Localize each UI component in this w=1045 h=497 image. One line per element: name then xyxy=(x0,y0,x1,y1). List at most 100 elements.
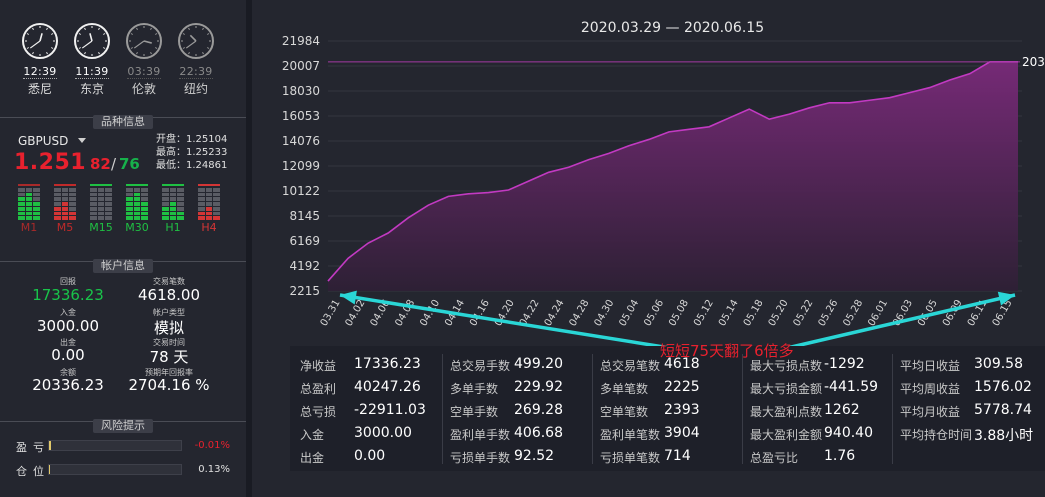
position-bar-fill xyxy=(49,465,50,474)
x-tick-label: 04.30 xyxy=(593,298,617,328)
stat-value: 269.28 xyxy=(514,402,563,418)
x-tick-label: 05.06 xyxy=(642,298,666,328)
clock-face-icon xyxy=(22,23,58,59)
withdraw-label: 出金 xyxy=(60,338,76,347)
x-tick-label: 04.16 xyxy=(468,298,492,328)
timeframe-h1[interactable]: H1 xyxy=(160,184,186,234)
section-instrument-label: 品种信息 xyxy=(93,115,153,129)
stat-value: -441.59 xyxy=(824,379,879,395)
high-price: 最高：1.25233 xyxy=(156,147,228,158)
timeframe-label: M30 xyxy=(125,221,149,234)
annotation-arrow xyxy=(339,290,671,350)
y-tick-label: 18030 xyxy=(282,84,320,98)
section-account-label: 帐户信息 xyxy=(93,259,153,273)
timeframe-h4[interactable]: H4 xyxy=(196,184,222,234)
x-tick-label: 05.20 xyxy=(767,298,791,328)
y-tick-label: 20007 xyxy=(282,59,320,73)
clock-3: 22:39 纽约 xyxy=(174,22,218,97)
clock-time: 03:39 xyxy=(127,65,161,79)
stat-divider xyxy=(592,354,593,464)
timeframe-m30[interactable]: M30 xyxy=(124,184,150,234)
x-tick-label: 05.22 xyxy=(792,298,816,328)
trades-label: 交易笔数 xyxy=(153,277,185,286)
stat-label: 总交易笔数 xyxy=(600,359,661,373)
chart-title: 2020.03.29 — 2020.06.15 xyxy=(580,20,765,36)
pnl-value: -0.01% xyxy=(194,440,230,451)
x-tick-label: 05.26 xyxy=(817,298,841,328)
x-tick-label: 05.28 xyxy=(841,298,865,328)
stat-value: 714 xyxy=(664,448,691,464)
stat-label: 多单笔数 xyxy=(600,382,649,396)
y-tick-label: 12099 xyxy=(282,159,320,173)
stat-label: 平均日收益 xyxy=(900,359,961,373)
timeframe-label: M15 xyxy=(89,221,113,234)
y-tick-label: 6169 xyxy=(289,234,320,248)
low-price: 最低：1.24861 xyxy=(156,160,228,171)
y-tick-label: 10122 xyxy=(282,184,320,198)
deposit-label: 入金 xyxy=(60,308,76,317)
stat-label: 总交易手数 xyxy=(450,359,511,373)
x-tick-label: 04.02 xyxy=(344,298,368,328)
y-tick-label: 16053 xyxy=(282,109,320,123)
pnl-label: 盈亏 xyxy=(16,441,50,454)
price-ask-tail: 76 xyxy=(119,155,140,173)
trading-time-value: 78 天 xyxy=(149,348,189,366)
clock-time: 12:39 xyxy=(23,65,57,79)
x-tick-label: 04.24 xyxy=(543,298,567,328)
position-bar xyxy=(48,464,182,475)
x-tick-label: 05.08 xyxy=(667,298,691,328)
clock-city: 东京 xyxy=(79,82,104,96)
clock-time: 22:39 xyxy=(179,65,213,79)
stat-label: 空单笔数 xyxy=(600,405,649,419)
clock-2: 03:39 伦敦 xyxy=(122,22,166,97)
stat-divider xyxy=(742,354,743,464)
stat-value: 499.20 xyxy=(514,356,563,372)
stat-value: 5778.74 xyxy=(974,402,1032,418)
timeframe-label: M1 xyxy=(20,221,38,234)
stat-value: 229.92 xyxy=(514,379,563,395)
balance-value: 20336.23 xyxy=(32,376,104,394)
clock-face-icon xyxy=(126,23,162,59)
stat-label: 平均月收益 xyxy=(900,405,961,419)
timeframe-indicator xyxy=(18,184,40,186)
y-tick-label: 8145 xyxy=(289,209,320,223)
y-tick-label: 4192 xyxy=(289,259,320,273)
pnl-bar xyxy=(48,440,182,451)
section-risk-label: 风险提示 xyxy=(93,419,153,433)
stat-value: 1.76 xyxy=(824,448,856,464)
clock-0: 12:39 悉尼 xyxy=(18,22,62,97)
stat-value: 40247.26 xyxy=(354,379,421,395)
clock-city: 伦敦 xyxy=(131,82,156,96)
timeframe-m5[interactable]: M5 xyxy=(52,184,78,234)
timeframe-label: H4 xyxy=(201,221,217,234)
timeframe-meter xyxy=(90,188,113,221)
timeframe-m1[interactable]: M1 xyxy=(16,184,42,234)
chevron-down-icon[interactable] xyxy=(78,138,86,143)
stat-value: 92.52 xyxy=(514,448,555,464)
stat-label: 净收益 xyxy=(300,359,337,373)
x-tick-label: 03.31 xyxy=(319,298,343,328)
section-risk-title: 风险提示 xyxy=(0,414,246,433)
stat-label: 总盈亏比 xyxy=(750,451,799,465)
account-type-value: 模拟 xyxy=(153,319,184,337)
equity-area xyxy=(328,61,1018,291)
deposit-value: 3000.00 xyxy=(36,317,100,335)
clock-city: 纽约 xyxy=(183,82,208,96)
annual-return-value: 2704.16 % xyxy=(128,376,210,394)
left-panel: 12:39 悉尼 11:39 东京 03:39 伦敦 22:39 纽约 品种信息 GBPUSD… xyxy=(0,0,246,497)
return-label: 回报 xyxy=(60,277,76,286)
stat-label: 最大亏损点数 xyxy=(750,359,823,373)
position-label: 仓位 xyxy=(16,465,50,478)
open-price: 开盘：1.25104 xyxy=(156,134,228,145)
timeframe-m15[interactable]: M15 xyxy=(88,184,114,234)
stat-label: 亏损单手数 xyxy=(450,451,511,465)
timeframe-label: H1 xyxy=(165,221,181,234)
stat-value: 309.58 xyxy=(974,356,1023,372)
stat-value: 4618 xyxy=(664,356,700,372)
timeframe-indicator xyxy=(162,184,184,186)
symbol-select[interactable]: GBPUSD xyxy=(18,134,69,148)
stat-value: -1292 xyxy=(824,356,865,372)
annotation-text: 短短75天翻了6倍多 xyxy=(660,342,794,360)
